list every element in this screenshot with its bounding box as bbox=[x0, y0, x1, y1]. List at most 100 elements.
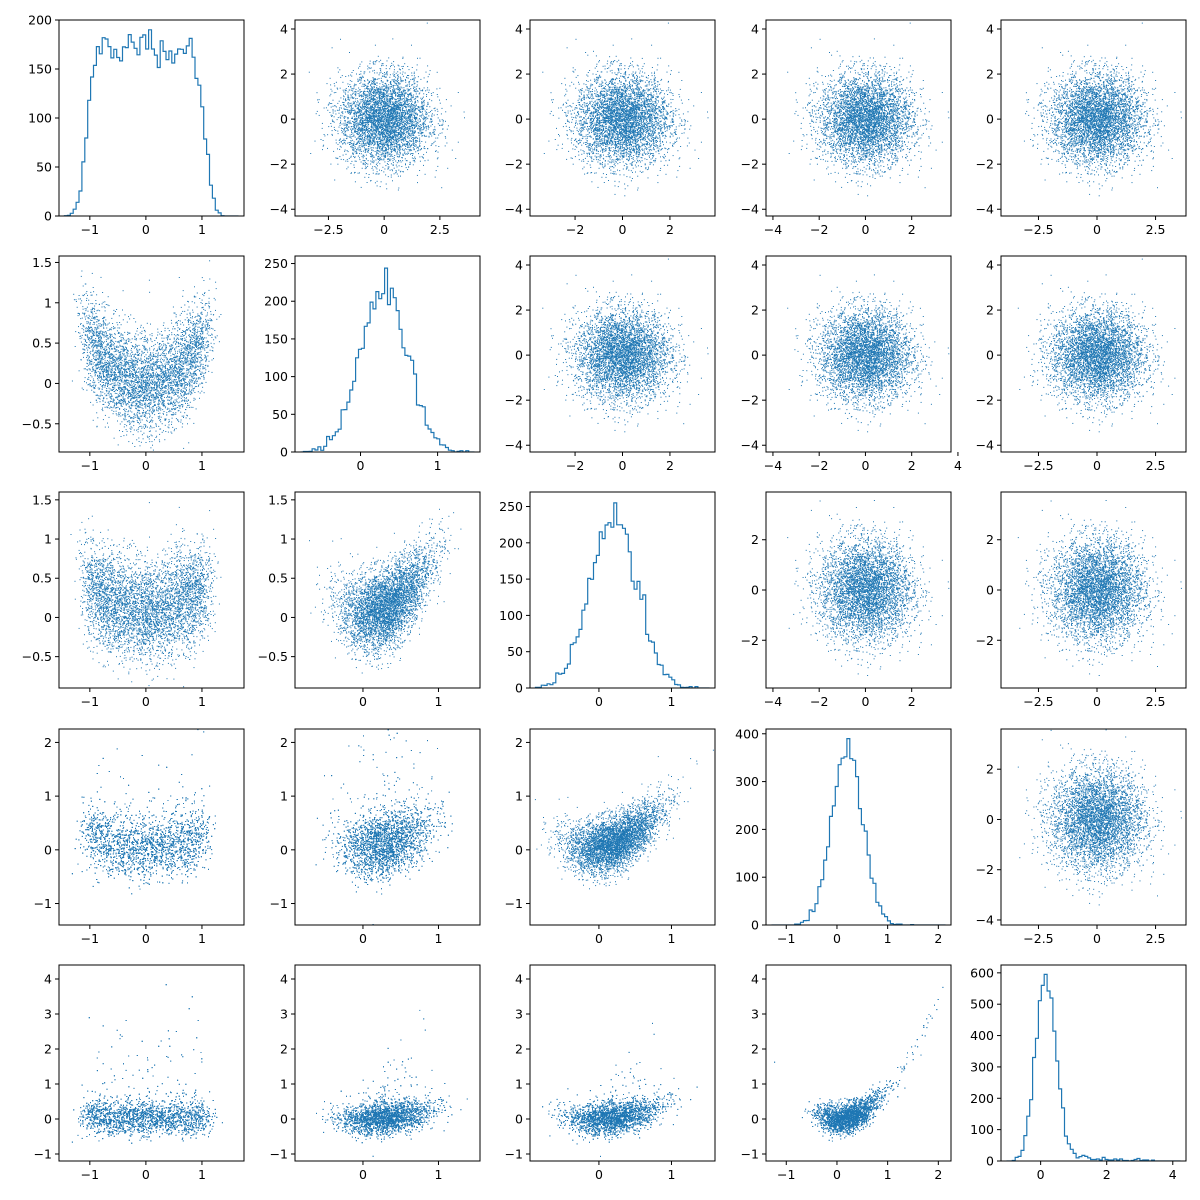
scatter-point bbox=[354, 110, 355, 111]
scatter-point bbox=[394, 146, 395, 147]
scatter-point bbox=[413, 144, 414, 145]
scatter-point bbox=[650, 103, 651, 104]
scatter-point bbox=[369, 146, 370, 147]
scatter-point bbox=[338, 117, 339, 118]
scatter-point bbox=[364, 93, 365, 94]
scatter-point bbox=[414, 128, 415, 129]
scatter-point bbox=[389, 167, 390, 168]
scatter-point bbox=[329, 102, 330, 103]
scatter-point bbox=[405, 117, 406, 118]
scatter-point bbox=[415, 121, 416, 122]
scatter-point bbox=[658, 89, 659, 90]
y-tick-label: −2 bbox=[270, 157, 288, 172]
scatter-point bbox=[411, 135, 412, 136]
scatter-point bbox=[405, 79, 406, 80]
scatter-point bbox=[345, 140, 346, 141]
scatter-point bbox=[375, 96, 376, 97]
scatter-point bbox=[397, 86, 398, 87]
scatter-point bbox=[412, 132, 413, 133]
scatter-point bbox=[360, 111, 361, 112]
scatter-point bbox=[382, 136, 383, 137]
scatter-point bbox=[351, 76, 352, 77]
scatter-point bbox=[431, 145, 432, 146]
scatter-point bbox=[357, 133, 358, 134]
scatter-point bbox=[344, 117, 345, 118]
scatter-point bbox=[343, 104, 344, 105]
scatter-point bbox=[366, 126, 367, 127]
scatter-point bbox=[401, 113, 402, 114]
scatter-point bbox=[377, 113, 378, 114]
scatter-point bbox=[398, 144, 399, 145]
scatter-point bbox=[420, 112, 421, 113]
scatter-point bbox=[395, 161, 396, 162]
scatter-point bbox=[384, 134, 385, 135]
scatter-point bbox=[400, 149, 401, 150]
scatter-point bbox=[418, 147, 419, 148]
scatter-point bbox=[409, 83, 410, 84]
scatter-point bbox=[356, 92, 357, 93]
scatter-point bbox=[413, 79, 414, 80]
scatter-point bbox=[593, 130, 594, 131]
scatter-point bbox=[377, 97, 378, 98]
scatter-point bbox=[405, 82, 406, 83]
scatter-point bbox=[335, 157, 336, 158]
scatter-point bbox=[408, 118, 409, 119]
scatter-point bbox=[424, 117, 425, 118]
scatter-point bbox=[380, 90, 381, 91]
scatter-point bbox=[391, 175, 392, 176]
scatter-point bbox=[404, 106, 405, 107]
scatter-point bbox=[414, 110, 415, 111]
scatter-point bbox=[382, 98, 383, 99]
scatter-point bbox=[424, 105, 425, 106]
scatter-point bbox=[378, 139, 379, 140]
scatter-point bbox=[410, 98, 411, 99]
scatter-point bbox=[411, 103, 412, 104]
scatter-point bbox=[361, 78, 362, 79]
scatter-point bbox=[389, 77, 390, 78]
scatter-point bbox=[402, 143, 403, 144]
scatter-point bbox=[389, 124, 390, 125]
scatter-point bbox=[413, 112, 414, 113]
scatter-point bbox=[367, 125, 368, 126]
scatter-point bbox=[405, 146, 406, 147]
scatter-point bbox=[383, 158, 384, 159]
y-tick-label: 150 bbox=[28, 62, 52, 77]
scatter-point bbox=[346, 126, 347, 127]
scatter-point bbox=[401, 118, 402, 119]
scatter-point bbox=[395, 94, 396, 95]
scatter-point bbox=[352, 145, 353, 146]
scatter-point bbox=[359, 96, 360, 97]
scatter-point bbox=[400, 83, 401, 84]
scatter-point bbox=[395, 121, 396, 122]
scatter-point bbox=[386, 65, 387, 66]
scatter-point bbox=[391, 122, 392, 123]
scatter-point bbox=[327, 83, 328, 84]
scatter-point bbox=[340, 88, 341, 89]
scatter-point bbox=[369, 174, 370, 175]
scatter-point bbox=[412, 67, 413, 68]
scatter-point bbox=[374, 118, 375, 119]
scatter-point bbox=[360, 64, 361, 65]
scatter-point bbox=[369, 141, 370, 142]
scatter-point bbox=[381, 121, 382, 122]
scatter-point bbox=[395, 111, 396, 112]
scatter-point bbox=[418, 132, 419, 133]
scatter-point bbox=[330, 94, 331, 95]
scatter-point bbox=[358, 124, 359, 125]
scatter-point bbox=[378, 132, 379, 133]
scatter-point bbox=[354, 125, 355, 126]
scatter-point bbox=[402, 171, 403, 172]
scatter-point bbox=[370, 112, 371, 113]
scatter-point bbox=[366, 107, 367, 108]
scatter-point bbox=[431, 93, 432, 94]
scatter-point bbox=[421, 117, 422, 118]
scatter-point bbox=[395, 99, 396, 100]
scatter-point bbox=[345, 100, 346, 101]
scatter-point bbox=[387, 115, 388, 116]
scatter-point bbox=[398, 170, 399, 171]
scatter-point bbox=[394, 130, 395, 131]
scatter-point bbox=[384, 74, 385, 75]
scatter-point bbox=[344, 128, 345, 129]
scatter-point bbox=[355, 121, 356, 122]
scatter-point bbox=[364, 104, 365, 105]
